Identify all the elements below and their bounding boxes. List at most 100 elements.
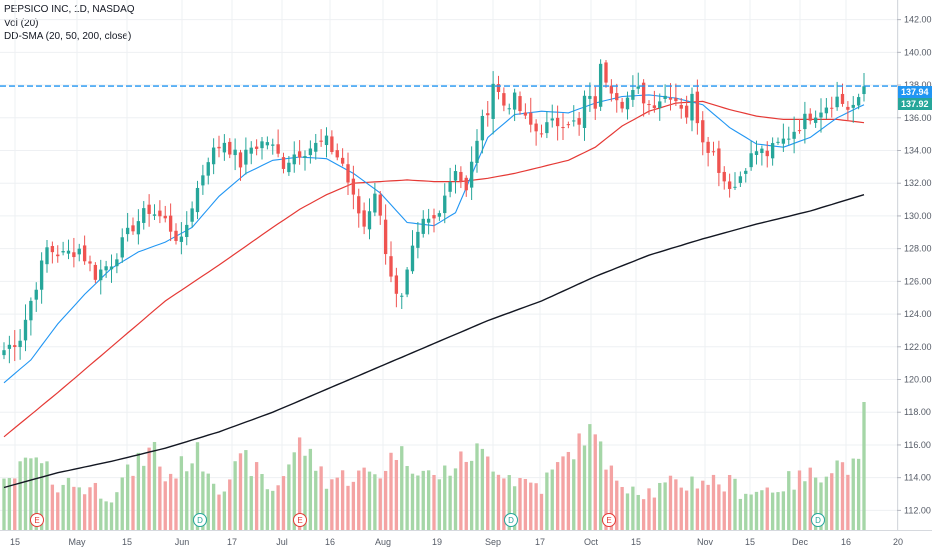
candle [168,203,173,242]
candle-body [109,266,114,270]
volume-bar [550,469,554,530]
candle [518,91,522,115]
chart-legend: PEPSICO INC, 1D, NASDAQ Vol (20) DD-SMA … [4,3,135,44]
price-tick-label: 128.00 [904,244,932,254]
candle [99,259,103,295]
candle-body [770,143,775,159]
candle [770,137,775,166]
volume-bar [163,481,167,530]
volume-bar [23,457,28,530]
candle-body [104,266,108,271]
volume-bar [486,456,490,530]
candle-body [765,150,769,157]
candle [620,97,624,113]
volume-bar [405,465,409,530]
candle-body [733,186,737,188]
legend-symbol[interactable]: PEPSICO INC, 1D, NASDAQ [4,4,135,15]
volume-bar [765,487,769,530]
volume-bar [593,434,597,530]
candle-body [808,113,812,121]
candle-body [674,98,678,102]
candle-body [88,261,92,264]
candle [765,141,769,168]
candle-body [684,105,689,118]
marker-label: E [606,516,611,525]
legend-volume[interactable]: Vol (20) [4,17,39,29]
volume-bar [851,458,855,530]
price-tick-label: 116.00 [904,440,931,450]
candle-body [330,136,334,152]
candle [668,83,673,111]
candle [400,293,404,310]
candle-body [335,150,339,158]
volume-bar [362,467,366,530]
dividend-marker: D [504,513,518,527]
candle [582,90,587,141]
candle [314,133,318,160]
volume-bar [389,452,393,530]
marker-circle [811,513,825,527]
volume-bar [367,471,372,530]
volume-bar [464,461,468,530]
candle [566,121,571,129]
candle [77,243,81,262]
candle-body [93,264,98,280]
candle-body [39,260,44,290]
volume-bar [136,452,141,530]
marker-label: D [508,516,514,525]
volume-bar [72,486,76,530]
candle-body [367,211,372,230]
time-tick-label: 15 [122,537,132,547]
candle-body [701,120,705,143]
candle-body [582,95,587,128]
volume-bar [760,490,764,530]
legend-indicator[interactable]: DD-SMA (20, 50, 200, close) [4,31,132,42]
candle-body [760,148,764,154]
candle [303,150,307,171]
close-price-tag: 137.92 [898,98,932,110]
candle-body [50,246,55,253]
candle-body [588,95,592,99]
volume-bar [625,493,630,530]
candle [254,139,259,156]
volume-bar [2,478,6,530]
volume-bar [222,491,227,530]
candle [228,138,232,159]
candle [507,103,511,115]
price-tick-label: 124.00 [904,309,932,319]
candle-body [432,215,436,219]
candle-body [195,187,200,213]
candle-body [351,178,356,195]
candle-body [502,93,506,106]
volume-bar [265,489,270,530]
volume-bar [174,478,178,530]
candle [475,129,479,173]
candle-body [346,164,350,183]
candle [29,297,33,336]
candle [340,148,345,167]
candle-body [271,144,275,146]
candle [733,172,737,190]
volume-bar [297,437,302,530]
volume-bar [115,492,119,530]
candle-body [405,269,409,295]
candle-body [486,113,490,116]
candle [265,136,270,150]
volume-bar [534,483,538,530]
candle [18,329,22,360]
volume-bar [733,478,737,530]
candle-body [507,108,511,110]
candlesticks [2,59,866,364]
volume-bar [555,462,560,530]
candle [744,168,748,183]
volume-bar [754,491,759,530]
volume-bar [722,491,726,530]
candle [658,93,662,121]
candle [206,157,210,185]
time-tick-label: Jul [276,537,288,547]
candle [217,135,221,158]
candle-body [437,213,442,217]
volume-bar [416,475,420,530]
volume-bar [824,476,829,530]
